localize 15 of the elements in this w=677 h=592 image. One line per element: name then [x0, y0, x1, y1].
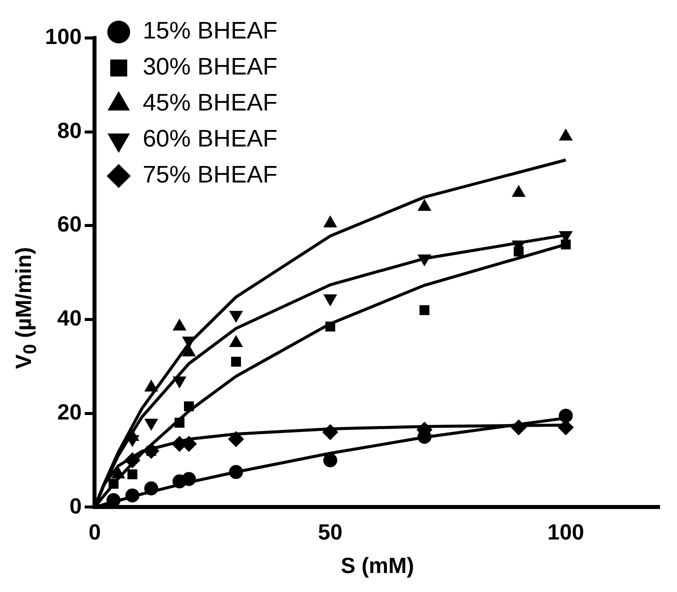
x-tick-label: 100 [547, 519, 584, 544]
y-tick-label: 20 [57, 399, 82, 424]
legend-label: 30% BHEAF [142, 54, 278, 81]
y-tick-label: 80 [57, 118, 82, 143]
legend-label: 75% BHEAF [142, 162, 278, 189]
y-tick-label: 60 [57, 212, 82, 237]
legend-label: 60% BHEAF [142, 126, 278, 153]
y-tick-label: 0 [69, 493, 82, 518]
legend-label: 15% BHEAF [142, 18, 278, 45]
y-tick-label: 40 [57, 306, 82, 331]
x-tick-label: 50 [318, 519, 342, 544]
x-axis-title: S (mM) [340, 552, 414, 578]
x-tick-label: 0 [88, 519, 101, 544]
y-tick-label: 100 [44, 24, 82, 50]
legend-label: 45% BHEAF [142, 90, 278, 117]
